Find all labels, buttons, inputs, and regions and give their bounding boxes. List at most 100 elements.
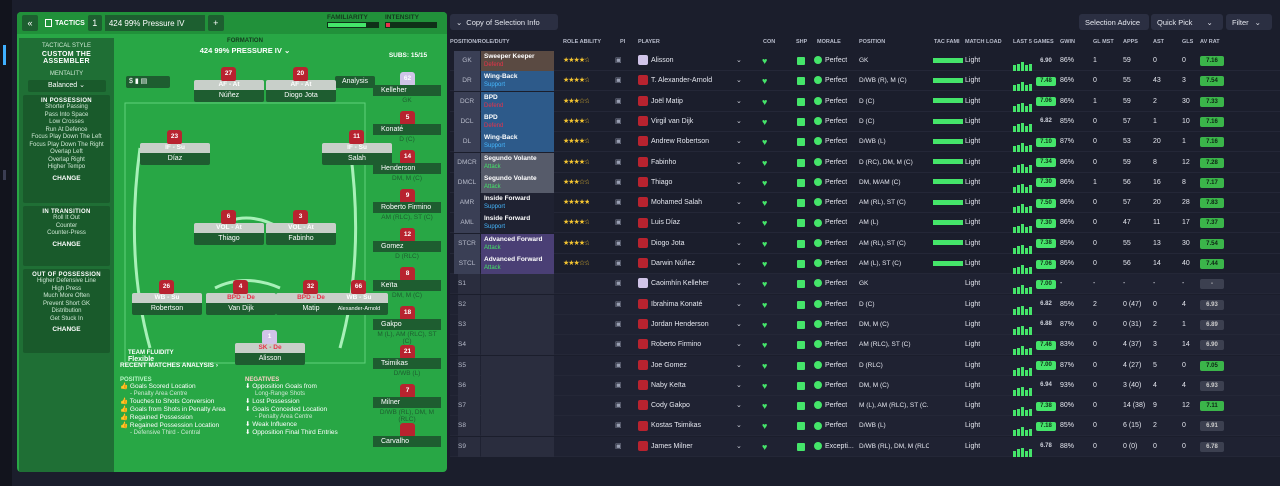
- player-dropdown-chevron[interactable]: ⌄: [736, 239, 742, 247]
- player-name[interactable]: Roberto Firmino: [638, 335, 738, 355]
- table-row[interactable]: S4 ▣ Roberto Firmino ⌄ ♥ Perfect AM (RLC), ST …: [450, 335, 1280, 356]
- player-name[interactable]: Joe Gomez: [638, 356, 738, 376]
- change-in-possession-button[interactable]: CHANGE: [52, 174, 81, 182]
- player-name[interactable]: Jordan Henderson: [638, 315, 738, 335]
- player-dropdown-chevron[interactable]: ⌄: [736, 97, 742, 105]
- player-name[interactable]: James Milner: [638, 437, 738, 457]
- player-instructions-icon[interactable]: ▣: [615, 260, 622, 267]
- player-name[interactable]: Mohamed Salah: [638, 193, 738, 213]
- pitch-player-card[interactable]: 6 VOL - At Thiago: [194, 210, 264, 246]
- player-dropdown-chevron[interactable]: ⌄: [736, 138, 742, 146]
- column-header[interactable]: APPS: [1123, 39, 1138, 45]
- column-header[interactable]: TAC FAMI: [934, 39, 960, 45]
- player-instructions-icon[interactable]: ▣: [615, 320, 622, 328]
- pitch-player-card[interactable]: 1 SK - De Alisson: [235, 330, 305, 366]
- player-instructions-icon[interactable]: ▣: [615, 117, 622, 125]
- table-row[interactable]: DCL BPD Defend ★★★★☆ ▣ Virgil van Dijk ⌄ ♥ Perfe…: [450, 111, 1280, 132]
- player-name[interactable]: Thiago: [638, 173, 738, 193]
- table-row[interactable]: S1 ▣ Caoimhín Kelleher ⌄ ♥ Perfect GK Light 7.00…: [450, 274, 1280, 295]
- tactic-slot-button[interactable]: 1: [87, 15, 102, 31]
- player-name[interactable]: Fabinho: [638, 153, 738, 173]
- player-name[interactable]: Ibrahima Konaté: [638, 295, 738, 315]
- player-name[interactable]: Naby Keïta: [638, 376, 738, 396]
- column-header[interactable]: ROLE ABILITY: [563, 39, 601, 45]
- sub-player[interactable]: 5 Konaté D (C): [373, 111, 443, 145]
- player-name[interactable]: Darwin Núñez: [638, 254, 738, 274]
- table-row[interactable]: S2 ▣ Ibrahima Konaté ⌄ ♥ Perfect D (C) Light 6.8…: [450, 294, 1280, 315]
- player-instructions-icon[interactable]: ▣: [615, 381, 622, 389]
- player-name[interactable]: Andrew Robertson: [638, 132, 738, 152]
- player-instructions-icon[interactable]: ▣: [615, 442, 622, 450]
- table-row[interactable]: GK Sweeper Keeper Defend ★★★★☆ ▣ Alisson ⌄ ♥ Per…: [450, 51, 1280, 71]
- role-duty-cell[interactable]: Wing-Back Support: [481, 132, 554, 153]
- player-instructions-icon[interactable]: ▣: [615, 77, 622, 85]
- table-row[interactable]: DMCL Segundo Volante Attack ★★★☆☆ ▣ Thiago ⌄ ♥ P…: [450, 172, 1280, 193]
- formation-dropdown[interactable]: 424 99% PRESSURE IV ⌄: [199, 45, 291, 55]
- role-duty-cell[interactable]: Inside Forward Support: [481, 193, 554, 214]
- pitch-player-card[interactable]: 66 WB - Su Alexander-Arnold: [330, 280, 388, 316]
- table-row[interactable]: DMCR Segundo Volante Attack ★★★★☆ ▣ Fabinho ⌄ ♥…: [450, 152, 1280, 173]
- copy-selection-info-dropdown[interactable]: ⌄ Copy of Selection Info: [450, 14, 558, 30]
- player-dropdown-chevron[interactable]: ⌄: [736, 341, 742, 349]
- sub-player[interactable]: 12 Gomez D (RLC): [373, 228, 443, 262]
- player-dropdown-chevron[interactable]: ⌄: [736, 442, 742, 450]
- mentality-dropdown[interactable]: Balanced ⌄: [27, 80, 106, 92]
- column-header[interactable]: POSITION: [859, 39, 886, 45]
- table-row[interactable]: S8 ▣ Kostas Tsimikas ⌄ ♥ Perfect D/WB (L) Light…: [450, 416, 1280, 437]
- column-header[interactable]: CON: [763, 39, 776, 45]
- table-row[interactable]: STCR Advanced Forward Attack ★★★★☆ ▣ Diogo Jo…: [450, 233, 1280, 254]
- player-instructions-icon[interactable]: ▣: [615, 178, 622, 186]
- back-button[interactable]: «: [22, 15, 38, 31]
- role-duty-cell[interactable]: Sweeper Keeper Defend: [481, 51, 554, 71]
- player-instructions-icon[interactable]: ▣: [615, 57, 622, 64]
- player-instructions-icon[interactable]: ▣: [615, 239, 622, 247]
- player-dropdown-chevron[interactable]: ⌄: [736, 117, 742, 125]
- player-name[interactable]: T. Alexander-Arnold: [638, 71, 738, 91]
- analysis-title[interactable]: RECENT MATCHES ANALYSIS ›: [120, 362, 219, 369]
- table-row[interactable]: DR Wing-Back Support ★★★★☆ ▣ T. Alexander-Arn…: [450, 71, 1280, 92]
- pitch-player-card[interactable]: 27 AF - At Núñez: [194, 67, 264, 103]
- pitch-player-card[interactable]: 23 IF - Su Díaz: [140, 130, 210, 166]
- quick-pick-button[interactable]: Quick Pick ⌄: [1151, 14, 1223, 30]
- column-header[interactable]: POSITION/ROLE/DUTY: [450, 39, 510, 45]
- player-instructions-icon[interactable]: ▣: [615, 280, 622, 288]
- player-name[interactable]: Caoimhín Kelleher: [638, 274, 738, 294]
- player-name[interactable]: Virgil van Dijk: [638, 112, 738, 132]
- tactic-name-dropdown[interactable]: 424 99% Pressure IV: [104, 15, 205, 31]
- player-instructions-icon[interactable]: ▣: [615, 341, 622, 349]
- player-dropdown-chevron[interactable]: ⌄: [736, 320, 742, 328]
- player-dropdown-chevron[interactable]: ⌄: [736, 77, 742, 85]
- table-row[interactable]: STCL Advanced Forward Attack ★★★☆☆ ▣ Darwin N…: [450, 254, 1280, 274]
- player-instructions-icon[interactable]: ▣: [615, 97, 622, 105]
- player-dropdown-chevron[interactable]: ⌄: [736, 422, 742, 430]
- player-dropdown-chevron[interactable]: ⌄: [736, 178, 742, 186]
- role-duty-cell[interactable]: Segundo Volante Attack: [481, 172, 554, 193]
- column-header[interactable]: SHP: [796, 39, 808, 45]
- pitch-player-card[interactable]: 26 WB - Su Robertson: [132, 280, 202, 316]
- change-in-transition-button[interactable]: CHANGE: [52, 240, 81, 248]
- player-dropdown-chevron[interactable]: ⌄: [736, 300, 742, 308]
- player-instructions-icon[interactable]: ▣: [615, 199, 622, 207]
- player-instructions-icon[interactable]: ▣: [615, 422, 622, 430]
- table-row[interactable]: DCR BPD Defend ★★★☆☆ ▣ Joël Matip ⌄ ♥ Perfect D (…: [450, 91, 1280, 112]
- table-row[interactable]: S5 ▣ Joe Gomez ⌄ ♥ Perfect D (RLC) Light 7.00 87%…: [450, 355, 1280, 376]
- change-out-of-possession-button[interactable]: CHANGE: [52, 326, 81, 333]
- role-duty-cell[interactable]: Segundo Volante Attack: [481, 152, 554, 173]
- player-dropdown-chevron[interactable]: ⌄: [736, 199, 742, 207]
- player-name[interactable]: Luis Díaz: [638, 213, 738, 233]
- pitch-player-card[interactable]: 3 VOL - At Fabinho: [266, 210, 336, 246]
- player-instructions-icon[interactable]: ▣: [615, 300, 622, 308]
- player-dropdown-chevron[interactable]: ⌄: [736, 260, 742, 267]
- analysis-button[interactable]: Analysis: [335, 76, 375, 88]
- table-row[interactable]: S6 ▣ Naby Keïta ⌄ ♥ Perfect DM, M (C) Light 6.94…: [450, 375, 1280, 396]
- sub-player[interactable]: 18 Gakpo M (L), AM (RLC), ST (C): [373, 306, 443, 345]
- player-dropdown-chevron[interactable]: ⌄: [736, 361, 742, 369]
- sub-player[interactable]: 62 Kelleher GK: [373, 72, 443, 106]
- role-duty-cell[interactable]: Inside Forward Support: [481, 213, 554, 234]
- player-name[interactable]: Kostas Tsimikas: [638, 416, 738, 436]
- table-row[interactable]: AMR Inside Forward Support ★★★★★ ▣ Mohamed Sa…: [450, 193, 1280, 214]
- pitch-player-card[interactable]: 11 IF - Su Salah: [322, 130, 392, 166]
- view-toggle[interactable]: $ ▮ ▤: [126, 76, 170, 88]
- add-tactic-button[interactable]: +: [207, 15, 224, 31]
- filter-button[interactable]: Filter ⌄: [1226, 14, 1272, 30]
